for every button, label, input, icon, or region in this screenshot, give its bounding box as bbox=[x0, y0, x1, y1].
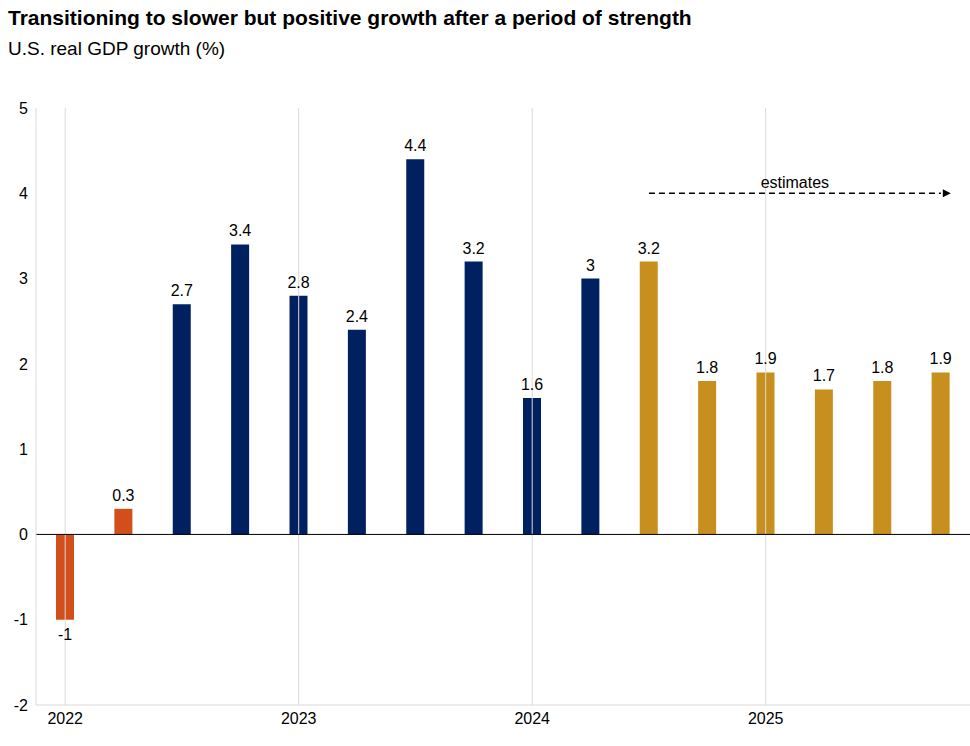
svg-text:2024: 2024 bbox=[514, 710, 550, 727]
svg-text:1.7: 1.7 bbox=[813, 367, 835, 384]
svg-text:2023: 2023 bbox=[281, 710, 317, 727]
svg-text:2025: 2025 bbox=[748, 710, 784, 727]
svg-text:4.4: 4.4 bbox=[404, 137, 426, 154]
svg-text:1: 1 bbox=[19, 441, 28, 458]
html-text:Transitioning to slower but po: Transitioning to slower but positive gro… bbox=[8, 6, 692, 29]
svg-text:2.4: 2.4 bbox=[346, 308, 368, 325]
svg-text:2: 2 bbox=[19, 356, 28, 373]
svg-text:4: 4 bbox=[19, 185, 28, 202]
html-text:U.S. real GDP growth (%): U.S. real GDP growth (%) bbox=[8, 38, 226, 59]
svg-text:3: 3 bbox=[586, 257, 595, 274]
svg-text:3: 3 bbox=[19, 270, 28, 287]
svg-text:3.2: 3.2 bbox=[463, 240, 485, 257]
svg-text:1.6: 1.6 bbox=[521, 376, 543, 393]
svg-text:3.2: 3.2 bbox=[638, 240, 660, 257]
svg-text:5: 5 bbox=[19, 100, 28, 117]
svg-text:0: 0 bbox=[19, 526, 28, 543]
svg-text:2022: 2022 bbox=[47, 710, 83, 727]
svg-text:-1: -1 bbox=[14, 611, 28, 628]
svg-text:1.8: 1.8 bbox=[871, 359, 893, 376]
svg-text:2.7: 2.7 bbox=[171, 282, 193, 299]
svg-text:1.8: 1.8 bbox=[696, 359, 718, 376]
svg-text:2.8: 2.8 bbox=[287, 274, 309, 291]
svg-text:-1: -1 bbox=[58, 626, 72, 643]
svg-text:3.4: 3.4 bbox=[229, 222, 251, 239]
svg-text:-2: -2 bbox=[14, 697, 28, 714]
svg-text:0.3: 0.3 bbox=[112, 487, 134, 504]
svg-text:1.9: 1.9 bbox=[930, 350, 952, 367]
svg-text:1.9: 1.9 bbox=[754, 350, 776, 367]
svg-text:estimates: estimates bbox=[761, 174, 829, 191]
